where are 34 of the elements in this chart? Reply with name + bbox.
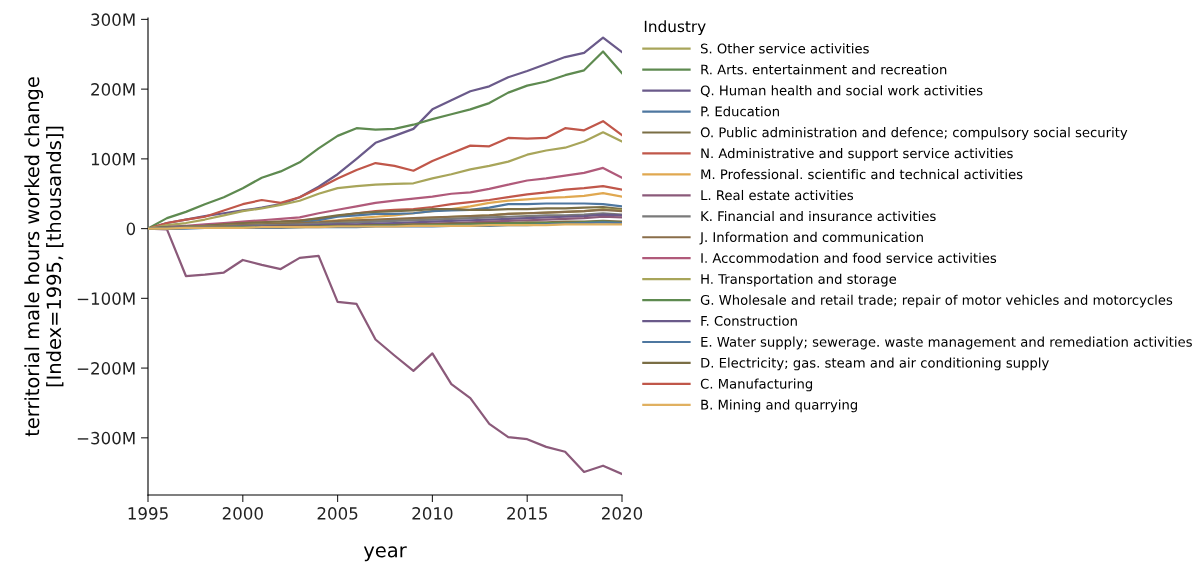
y-tick-label: −300M bbox=[77, 431, 135, 445]
legend-label: C. Manufacturing bbox=[700, 378, 813, 392]
legend-label: F. Construction bbox=[701, 315, 797, 326]
legend-label: P. Education bbox=[701, 106, 779, 117]
y-tick-label: 0 bbox=[126, 222, 136, 236]
legend-label: Q. Human health and social work activities bbox=[700, 85, 983, 97]
legend-label: B. Mining and quarrying bbox=[701, 399, 858, 413]
legend-label: N. Administrative and support service activities bbox=[701, 148, 1013, 161]
y-tick-label: −100M bbox=[77, 292, 135, 305]
x-axis-title: year bbox=[363, 546, 407, 562]
x-tick-label: 2015 bbox=[507, 507, 547, 520]
legend-label: L. Real estate activities bbox=[701, 189, 854, 201]
legend-label: D. Electricity; gas. steam and air conditioning supply bbox=[701, 357, 1049, 371]
x-tick-label: 2010 bbox=[412, 507, 453, 520]
x-tick-label: 2005 bbox=[317, 507, 358, 520]
legend-label: I. Accommodation and food service activities bbox=[701, 252, 997, 264]
y-tick-label: 300M bbox=[91, 13, 135, 26]
legend-label: S. Other service activities bbox=[700, 43, 869, 54]
y-axis-title: territorial male hours worked change [Index=1995, [thousands]] bbox=[24, 77, 64, 437]
legend-label: R. Arts. entertainment and recreation bbox=[701, 64, 947, 75]
x-tick-label: 2000 bbox=[222, 507, 263, 520]
legend-label: K. Financial and insurance activities bbox=[701, 210, 936, 222]
legend-label: O. Public administration and defence; compulsory social security bbox=[700, 127, 1128, 140]
x-tick-label: 2020 bbox=[602, 507, 643, 520]
legend-label: E. Water supply; sewerage. waste management and remediation activities bbox=[701, 336, 1192, 350]
legend-label: H. Transportation and storage bbox=[701, 273, 897, 287]
legend-title: Industry bbox=[644, 20, 706, 36]
x-tick-label: 1995 bbox=[128, 507, 168, 520]
y-tick-label: 200M bbox=[91, 83, 135, 96]
y-tick-label: 100M bbox=[91, 152, 135, 166]
legend-label: G. Wholesale and retail trade; repair of motor vehicles and motorcycles bbox=[700, 294, 1173, 308]
legend-label: M. Professional. scientific and technical activities bbox=[701, 169, 1023, 180]
y-tick-label: −200M bbox=[77, 362, 135, 375]
legend-label: J. Information and communication bbox=[699, 231, 923, 245]
